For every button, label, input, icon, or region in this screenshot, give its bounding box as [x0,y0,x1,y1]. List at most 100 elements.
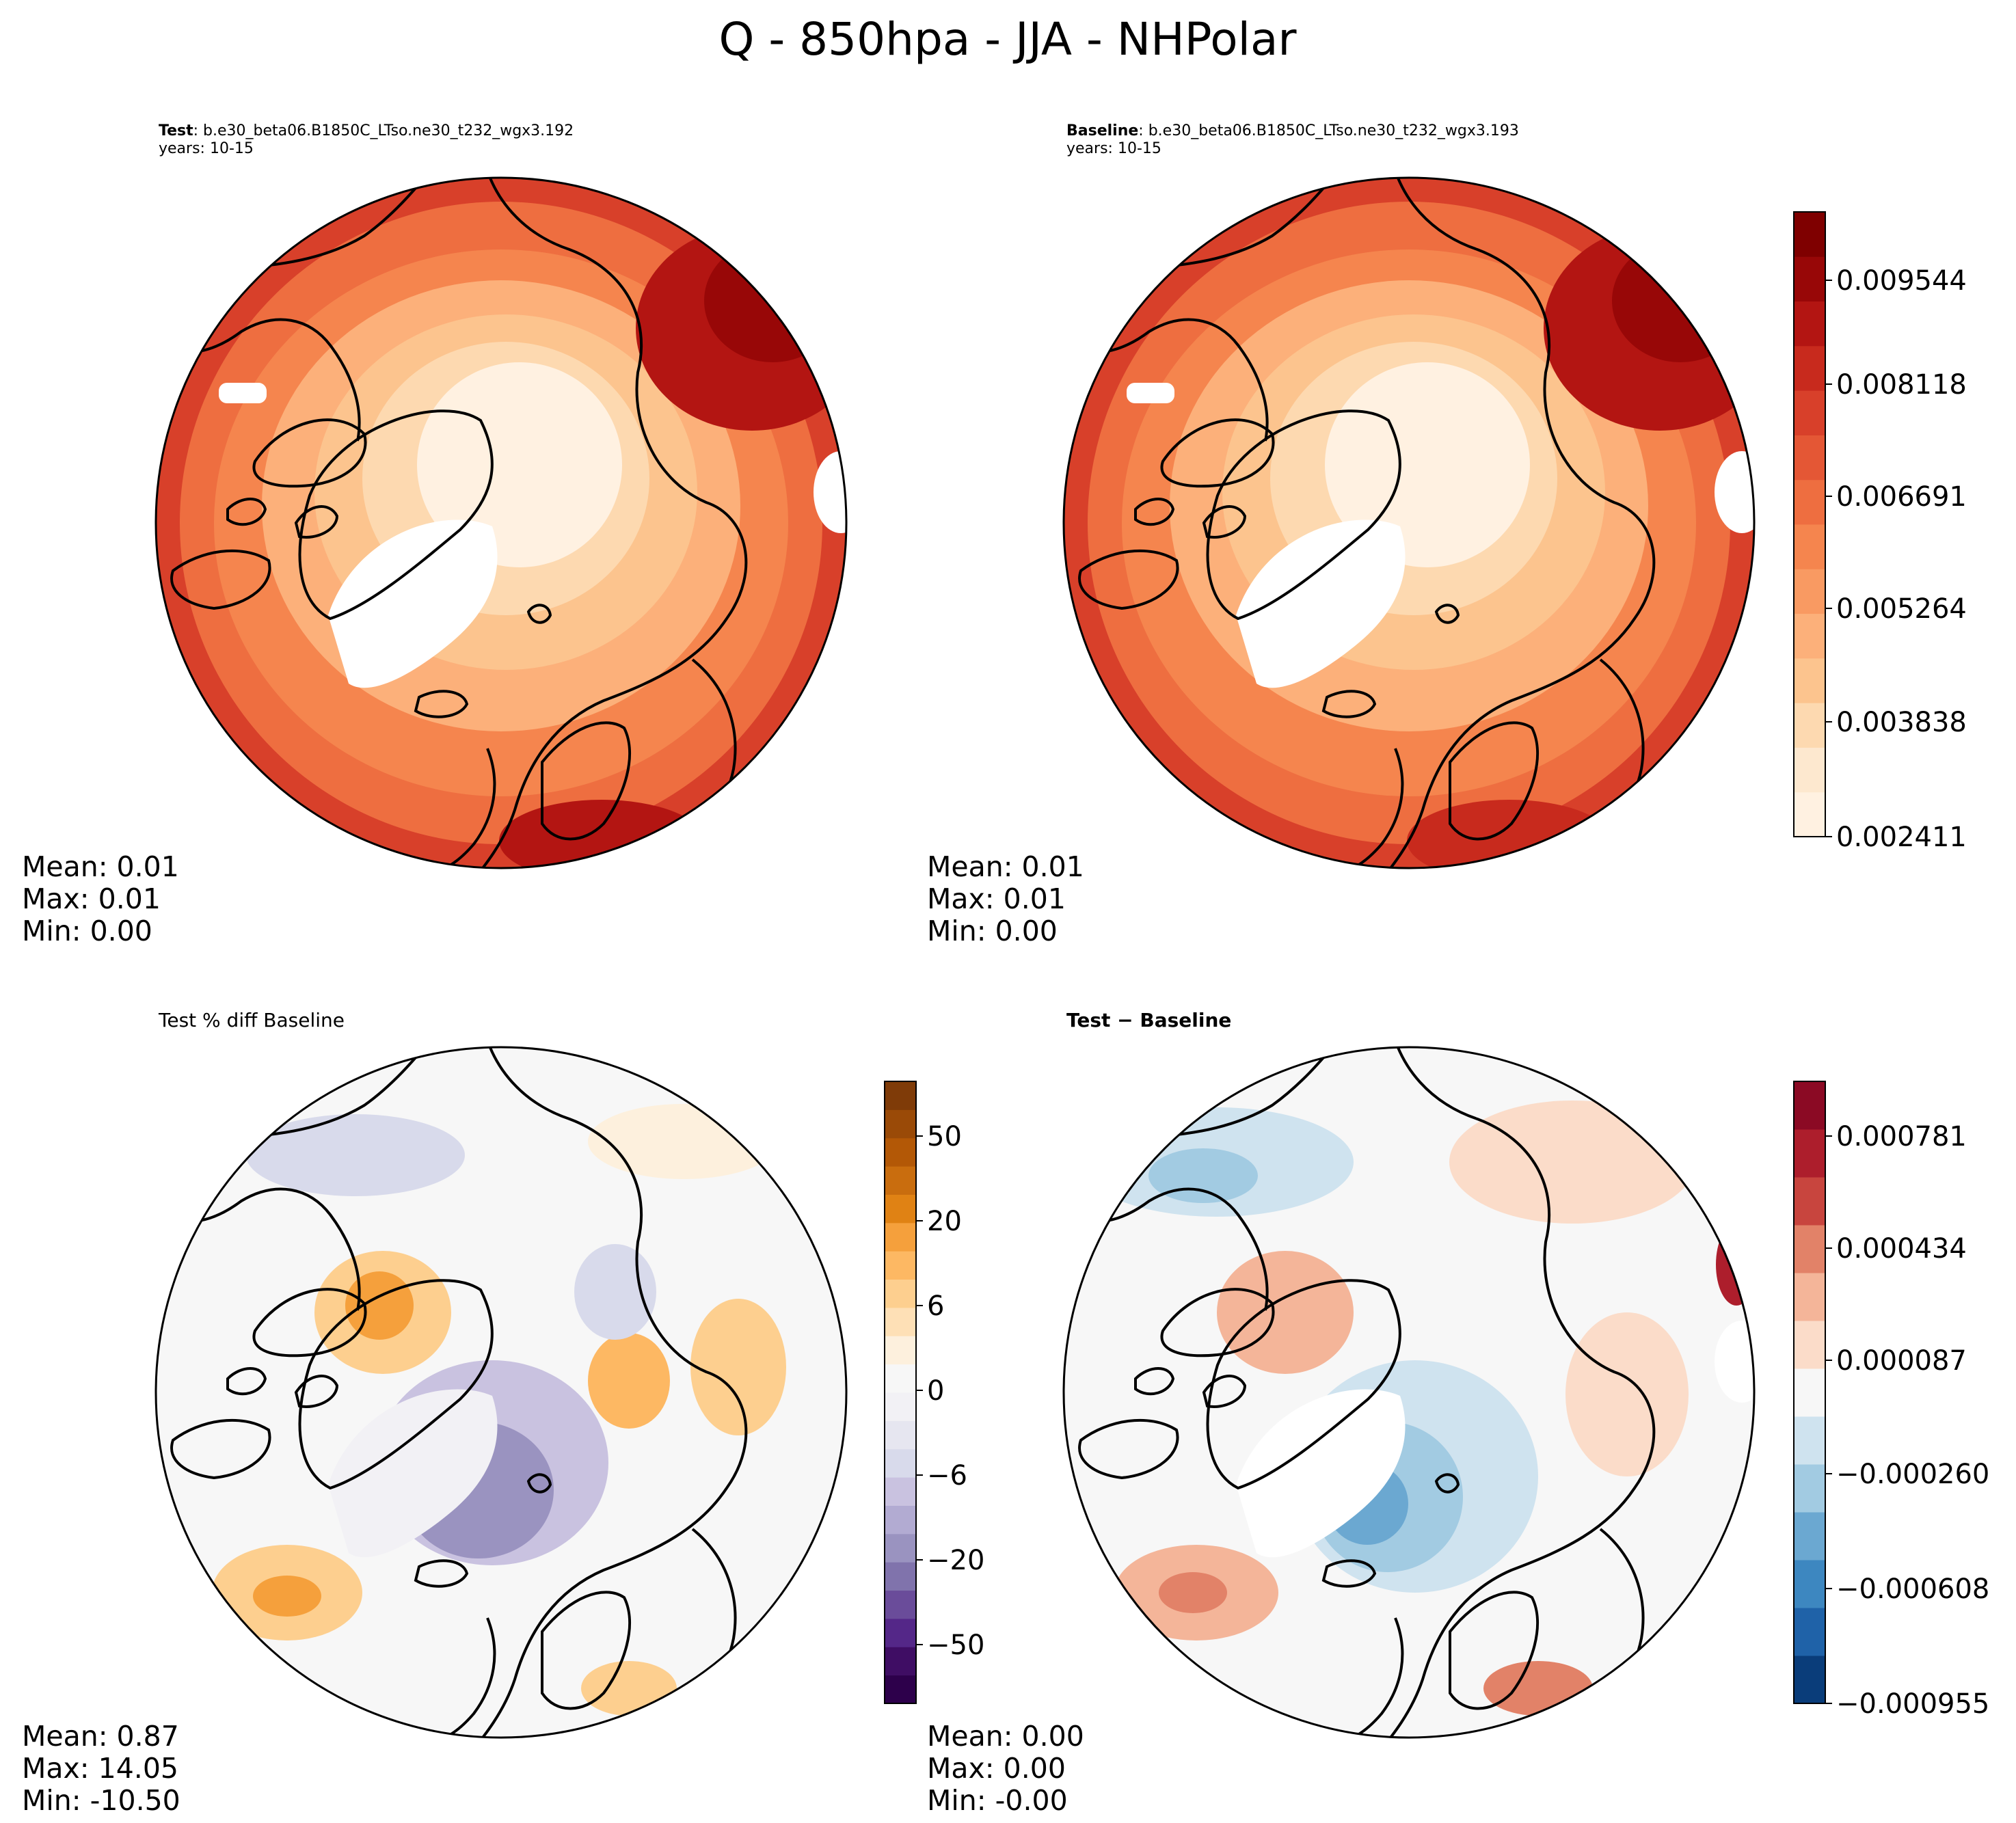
colorbar-swatch [1794,1560,1825,1608]
panel-baseline-title-bold: Baseline [1066,122,1138,139]
colorbar-swatch [1794,1464,1825,1513]
colorbar-swatch [885,1109,916,1139]
colorbar-swatch [1794,1129,1825,1178]
panel-test-mean: Mean: 0.01 [22,850,179,883]
panel-absdiff-title: Test − Baseline [1066,1009,1231,1031]
panel-test-max: Max: 0.01 [22,882,161,915]
colorbar-tick-label: −0.000608 [1836,1574,1989,1605]
colorbar-tick-label: 0.005264 [1836,593,1967,625]
colorbar-tick-label: 0.003838 [1836,707,1967,738]
panel-test-title-bold: Test [159,122,193,139]
panel-test-title: Test: b.e30_beta06.B1850C_LTso.ne30_t232… [159,122,574,139]
colorbar-baseline: 0.009544 0.008118 0.006691 0.005264 0.003838… [1793,211,1967,853]
colorbar-tick-label: 0.009544 [1836,265,1967,297]
colorbar-swatch [885,1392,916,1421]
panel-absdiff-map [1064,1047,1754,1738]
colorbar-swatch [1794,390,1825,435]
colorbar-swatch [885,1251,916,1280]
colorbar-swatch [885,1647,916,1676]
colorbar-tick-label: 20 [927,1206,962,1237]
colorbar-swatch [1794,1081,1825,1130]
panel-pctdiff-map [156,1047,846,1738]
colorbar-swatch [1794,212,1825,257]
colorbar-swatch [1794,1656,1825,1704]
colorbar-swatch [885,1194,916,1224]
colorbar-swatch [1794,479,1825,525]
panel-test: Test: b.e30_beta06.B1850C_LTso.ne30_t232… [22,122,848,947]
colorbar-swatch [885,1166,916,1195]
panel-baseline-min: Min: 0.00 [927,915,1058,947]
colorbar-swatch [1794,1177,1825,1226]
colorbar-tick-label: 50 [927,1121,962,1152]
colorbar-tick-label: 0.002411 [1836,822,1967,853]
colorbar-tick-label: 0.000781 [1836,1121,1967,1152]
colorbar-swatch [1794,1416,1825,1465]
colorbar-swatch [885,1477,916,1506]
colorbar-swatch [885,1420,916,1450]
panel-test-title-rest: : b.e30_beta06.B1850C_LTso.ne30_t232_wgx… [193,122,574,139]
colorbar-tick-label: 6 [927,1291,944,1322]
colorbar-pctdiff: 50 20 6 0 −6 −20 −50 [884,1081,984,1704]
colorbar-swatch [1794,435,1825,481]
colorbar-swatch [1794,524,1825,569]
colorbar-swatch [885,1590,916,1619]
panel-absdiff-min: Min: -0.00 [927,1784,1068,1817]
colorbar-swatch [1794,1225,1825,1273]
colorbar-swatch [1794,1321,1825,1369]
colorbar-swatch [1794,256,1825,302]
panel-test-map [156,178,846,868]
colorbar-swatch [1794,345,1825,391]
colorbar-absdiff: 0.000781 0.000434 0.000087 −0.000260 −0.0006… [1793,1081,1989,1720]
panel-absdiff-title-bold: Test [1066,1009,1110,1031]
colorbar-swatch [1794,1273,1825,1321]
panel-absdiff: Test − Baseline Mean: 0.00 Max: 0.00 Min… [927,1009,1989,1817]
colorbar-swatch [885,1533,916,1563]
colorbar-swatch [1794,569,1825,615]
colorbar-tick-label: −6 [927,1460,967,1491]
colorbar-swatch [1794,1608,1825,1656]
panel-absdiff-max: Max: 0.00 [927,1752,1066,1785]
colorbar-swatch [885,1675,916,1704]
colorbar-swatch [1794,1368,1825,1417]
figure-title: Q - 850hpa - JJA - NHPolar [718,13,1297,66]
colorbar-swatch [885,1222,916,1252]
colorbar-swatch [885,1364,916,1393]
colorbar-swatch [1794,747,1825,793]
colorbar-tick-label: −50 [927,1630,984,1661]
colorbar-swatch [885,1307,916,1336]
panel-baseline-title: Baseline: b.e30_beta06.B1850C_LTso.ne30_… [1066,122,1519,139]
colorbar-tick-label: −0.000955 [1836,1688,1989,1720]
colorbar-tick-label: 0.000087 [1836,1345,1967,1377]
colorbar-swatch [1794,658,1825,703]
panel-baseline-mean: Mean: 0.01 [927,850,1084,883]
colorbar-tick-label: 0 [927,1375,944,1407]
colorbar-frame [1793,1081,1826,1704]
colorbar-swatch [885,1336,916,1365]
colorbar-tick-label: −20 [927,1545,984,1576]
panel-baseline: Baseline: b.e30_beta06.B1850C_LTso.ne30_… [927,122,1967,947]
colorbar-swatch [885,1618,916,1647]
colorbar-swatch [1794,703,1825,748]
colorbar-swatch [1794,613,1825,659]
colorbar-swatch [1794,792,1825,837]
panel-pctdiff-min: Min: -10.50 [22,1784,180,1817]
panel-pctdiff-mean: Mean: 0.87 [22,1720,179,1753]
colorbar-frame [884,1081,917,1704]
panel-pctdiff: Test % diff Baseline Mean: 0.87 Max: 14.… [22,1009,984,1817]
panel-test-min: Min: 0.00 [22,915,152,947]
panel-absdiff-title-rest: − Baseline [1110,1009,1231,1031]
panel-pctdiff-title: Test % diff Baseline [158,1009,345,1031]
panel-baseline-max: Max: 0.01 [927,882,1066,915]
panel-baseline-map [1064,178,1754,868]
colorbar-swatch [885,1279,916,1308]
panel-baseline-subtitle: years: 10-15 [1066,140,1161,157]
panel-baseline-title-rest: : b.e30_beta06.B1850C_LTso.ne30_t232_wgx… [1138,122,1519,139]
colorbar-swatch [885,1505,916,1535]
colorbar-swatch [885,1137,916,1167]
colorbar-swatch [885,1448,916,1478]
colorbar-swatch [885,1562,916,1591]
colorbar-swatch [885,1081,916,1110]
colorbar-frame [1793,211,1826,837]
panel-pctdiff-max: Max: 14.05 [22,1752,178,1785]
